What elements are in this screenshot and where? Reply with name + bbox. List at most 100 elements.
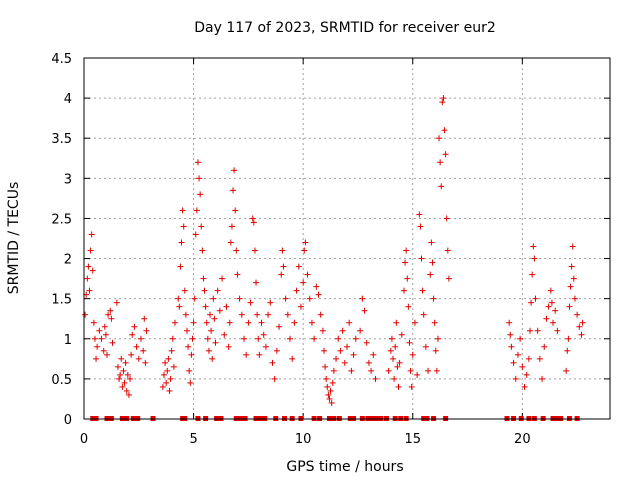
x-tick-label: 10 [295,432,312,447]
data-point [325,391,332,398]
data-point [131,323,138,330]
data-point [416,211,423,218]
data-point [428,239,435,246]
y-tick-label: 2.5 [51,212,72,227]
data-point [436,135,443,142]
data-point [519,363,526,370]
data-point [216,307,223,314]
data-point [507,331,514,338]
data-point [311,335,318,342]
data-point [221,331,228,338]
data-point [568,263,575,270]
data-point [506,319,513,326]
data-point [89,267,96,274]
data-point [254,311,261,318]
data-point [230,187,237,194]
data-point [525,355,532,362]
data-point [118,355,125,362]
data-point [396,359,403,366]
axis-ticks [83,57,610,420]
data-point [175,295,182,302]
data-point [101,323,108,330]
data-point [548,299,555,306]
data-point [141,315,148,322]
data-point [162,359,169,366]
x-tick-label: 0 [80,432,88,447]
data-point [100,347,107,354]
x-tick-label: 20 [514,432,531,447]
data-point [180,223,187,230]
data-point [119,383,126,390]
data-point [187,379,194,386]
data-point [437,159,444,166]
data-point [192,231,199,238]
data-point [300,279,307,286]
data-point [440,95,447,102]
data-point [185,343,192,350]
data-point [189,335,196,342]
data-point [205,347,212,354]
data-point [346,319,353,326]
data-point [273,347,280,354]
y-tick-label: 1 [64,333,72,348]
data-point [143,327,150,334]
data-point [411,319,418,326]
data-point [287,335,294,342]
data-point [571,295,578,302]
data-point [327,387,334,394]
data-point [317,311,324,318]
data-point [251,247,258,254]
data-point [234,271,241,278]
data-point [249,215,256,222]
data-point [431,319,438,326]
data-point [260,331,267,338]
data-point [523,371,530,378]
data-point [86,287,93,294]
plot-frame [83,57,611,420]
data-point [194,159,201,166]
data-point [258,319,265,326]
data-point [350,351,357,358]
data-point [167,375,174,382]
data-point [514,351,521,358]
data-point [243,351,250,358]
y-tick-label: 0 [64,413,72,428]
grid [84,58,610,419]
data-point [427,271,434,278]
data-point [107,307,114,314]
data-point [576,323,583,330]
data-point [129,331,136,338]
data-point [527,327,534,334]
data-point [124,371,131,378]
data-point [306,295,313,302]
data-point [330,367,337,374]
data-point [302,239,309,246]
data-point [438,183,445,190]
data-point [214,287,221,294]
data-point [117,371,124,378]
data-point [265,311,272,318]
data-point [203,319,210,326]
data-point [278,271,285,278]
data-point [250,219,257,226]
data-point [238,311,245,318]
data-point [365,359,372,366]
data-point [159,383,166,390]
data-point [113,299,120,306]
data-point [267,299,274,306]
data-point [567,283,574,290]
data-point [422,343,429,350]
data-point [400,287,407,294]
data-point [569,243,576,250]
data-point [363,339,370,346]
data-point [341,359,348,366]
data-point [94,343,101,350]
data-point [444,247,451,254]
data-point [82,311,89,318]
data-point [228,223,235,230]
data-point [388,335,395,342]
tick-labels: 0 0.5 1 1.5 2 2.5 3 3.5 4 4.5 0 5 10 15 20 [51,52,530,447]
y-tick-label: 4.5 [51,52,72,67]
data-point [295,263,302,270]
